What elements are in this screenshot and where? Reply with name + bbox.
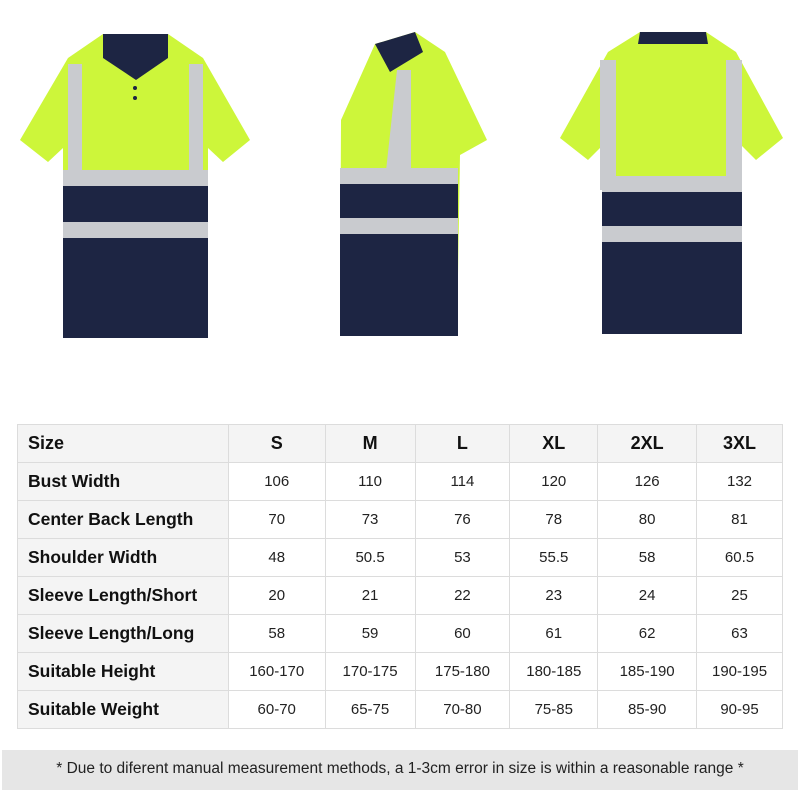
table-cell: 70 <box>227 500 326 539</box>
table-cell: 20 <box>227 576 326 615</box>
table-cell: 120 <box>509 462 599 501</box>
table-cell: 48 <box>227 538 326 577</box>
polo-shirt-front-image <box>20 34 250 338</box>
size-chart-table: Size S M L XL 2XL 3XL Bust Width 106 110 114 120 126… <box>17 424 783 729</box>
table-cell: 59 <box>324 614 416 653</box>
size-header: M <box>324 424 416 463</box>
table-cell: 78 <box>509 500 599 539</box>
size-header: 3XL <box>696 424 783 463</box>
table-cell: 73 <box>324 500 416 539</box>
table-row: Bust Width 106 110 114 120 126 132 <box>17 462 783 501</box>
table-cell: 75-85 <box>509 690 599 729</box>
table-row: Shoulder Width 48 50.5 53 55.5 58 60.5 <box>17 538 783 577</box>
table-cell: 126 <box>597 462 698 501</box>
table-cell: 110 <box>324 462 416 501</box>
table-cell: 90-95 <box>696 690 783 729</box>
table-cell: 58 <box>597 538 698 577</box>
table-cell: 50.5 <box>324 538 416 577</box>
table-cell: 175-180 <box>414 652 511 691</box>
table-cell: 62 <box>597 614 698 653</box>
table-cell: 85-90 <box>597 690 698 729</box>
row-label: Shoulder Width <box>17 538 229 577</box>
table-cell: 23 <box>509 576 599 615</box>
table-cell: 65-75 <box>324 690 416 729</box>
table-cell: 60.5 <box>696 538 783 577</box>
size-header: S <box>227 424 326 463</box>
table-cell: 106 <box>227 462 326 501</box>
table-cell: 81 <box>696 500 783 539</box>
table-cell: 55.5 <box>509 538 599 577</box>
header-label: Size <box>17 424 229 463</box>
table-row: Center Back Length 70 73 76 78 80 81 <box>17 500 783 539</box>
polo-shirt-back-image <box>560 32 783 334</box>
table-cell: 63 <box>696 614 783 653</box>
table-cell: 114 <box>414 462 511 501</box>
table-row: Sleeve Length/Short 20 21 22 23 24 25 <box>17 576 783 615</box>
table-cell: 58 <box>227 614 326 653</box>
row-label: Center Back Length <box>17 500 229 539</box>
table-cell: 180-185 <box>509 652 599 691</box>
table-cell: 60 <box>414 614 511 653</box>
table-cell: 70-80 <box>414 690 511 729</box>
row-label: Suitable Weight <box>17 690 229 729</box>
table-cell: 25 <box>696 576 783 615</box>
table-cell: 190-195 <box>696 652 783 691</box>
table-cell: 170-175 <box>324 652 416 691</box>
table-cell: 22 <box>414 576 511 615</box>
row-label: Sleeve Length/Short <box>17 576 229 615</box>
row-label: Sleeve Length/Long <box>17 614 229 653</box>
table-cell: 132 <box>696 462 783 501</box>
row-label: Bust Width <box>17 462 229 501</box>
size-header: XL <box>509 424 599 463</box>
measurement-footnote: * Due to diferent manual measurement met… <box>2 750 798 790</box>
polo-shirt-side-image <box>340 32 487 336</box>
table-cell: 76 <box>414 500 511 539</box>
table-row: Suitable Height 160-170 170-175 175-180 180-… <box>17 652 783 691</box>
table-cell: 53 <box>414 538 511 577</box>
header-row: Size S M L XL 2XL 3XL <box>17 424 783 463</box>
table-cell: 21 <box>324 576 416 615</box>
size-header: 2XL <box>597 424 698 463</box>
row-label: Suitable Height <box>17 652 229 691</box>
table-cell: 60-70 <box>227 690 326 729</box>
table-cell: 185-190 <box>597 652 698 691</box>
table-cell: 160-170 <box>227 652 326 691</box>
size-header: L <box>414 424 511 463</box>
table-cell: 24 <box>597 576 698 615</box>
table-row: Sleeve Length/Long 58 59 60 61 62 63 <box>17 614 783 653</box>
table-row: Suitable Weight 60-70 65-75 70-80 75-85 85-90… <box>17 690 783 729</box>
table-cell: 80 <box>597 500 698 539</box>
table-cell: 61 <box>509 614 599 653</box>
